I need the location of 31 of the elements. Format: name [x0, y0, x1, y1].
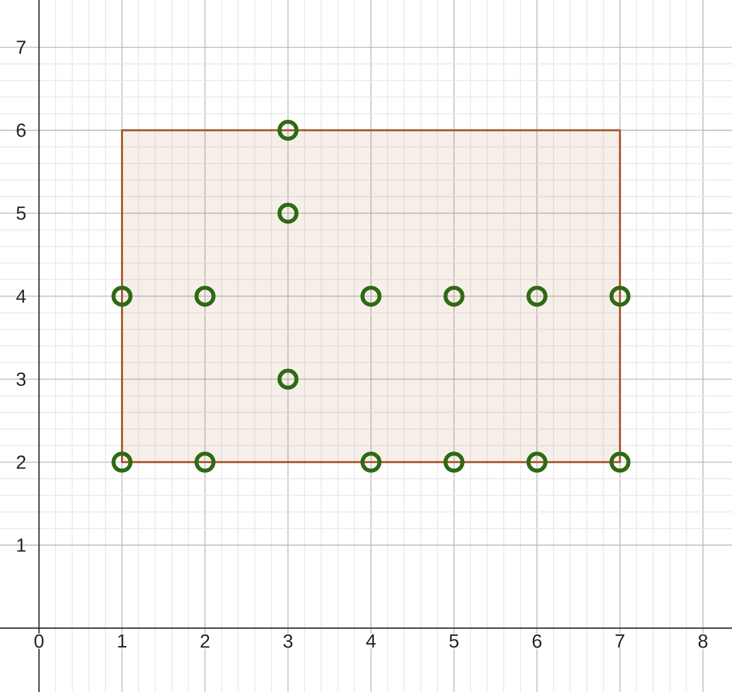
y-tick-label: 6 — [16, 124, 26, 137]
point — [112, 286, 133, 307]
point — [360, 286, 382, 307]
x-tick-label: 1 — [118, 634, 126, 648]
y-tick-label: 3 — [16, 372, 26, 386]
point — [526, 286, 548, 307]
x-tick-label: 6 — [532, 634, 542, 648]
x-tick-label: 8 — [698, 634, 708, 648]
point — [194, 452, 216, 473]
x-tick-label: 4 — [366, 634, 376, 648]
y-tick-label: 1 — [17, 538, 26, 552]
point — [194, 286, 216, 307]
point — [112, 452, 133, 473]
y-tick-label: 4 — [16, 290, 26, 303]
x-tick-label: 5 — [449, 634, 458, 648]
point — [277, 368, 298, 390]
point — [443, 286, 464, 307]
y-tick-label: 5 — [16, 206, 26, 220]
y-tick-label: 2 — [16, 456, 26, 469]
point — [277, 120, 298, 141]
y-tick-label: 7 — [16, 40, 26, 54]
point — [609, 286, 630, 307]
point — [277, 202, 298, 224]
point — [360, 452, 382, 473]
x-tick-label: 7 — [616, 634, 624, 648]
point — [609, 452, 630, 473]
x-tick-label: 3 — [283, 634, 292, 648]
x-tick-label: 2 — [200, 634, 210, 648]
x-tick-label: 0 — [34, 634, 44, 648]
point — [443, 452, 464, 473]
point — [526, 452, 548, 473]
